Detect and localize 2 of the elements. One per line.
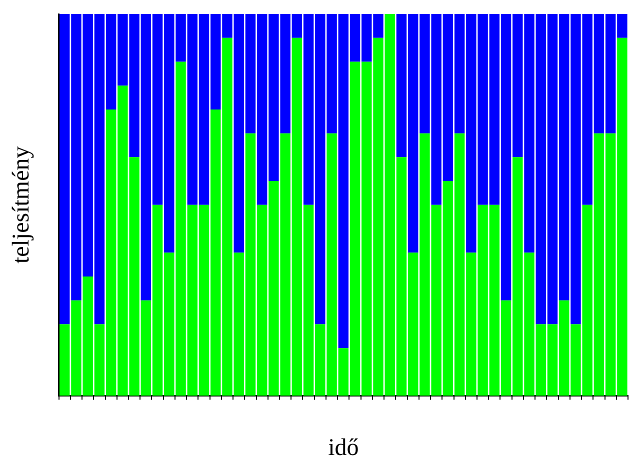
y-axis-title: teljesítmény [8,146,35,264]
x-axis-title: idő [328,434,359,461]
